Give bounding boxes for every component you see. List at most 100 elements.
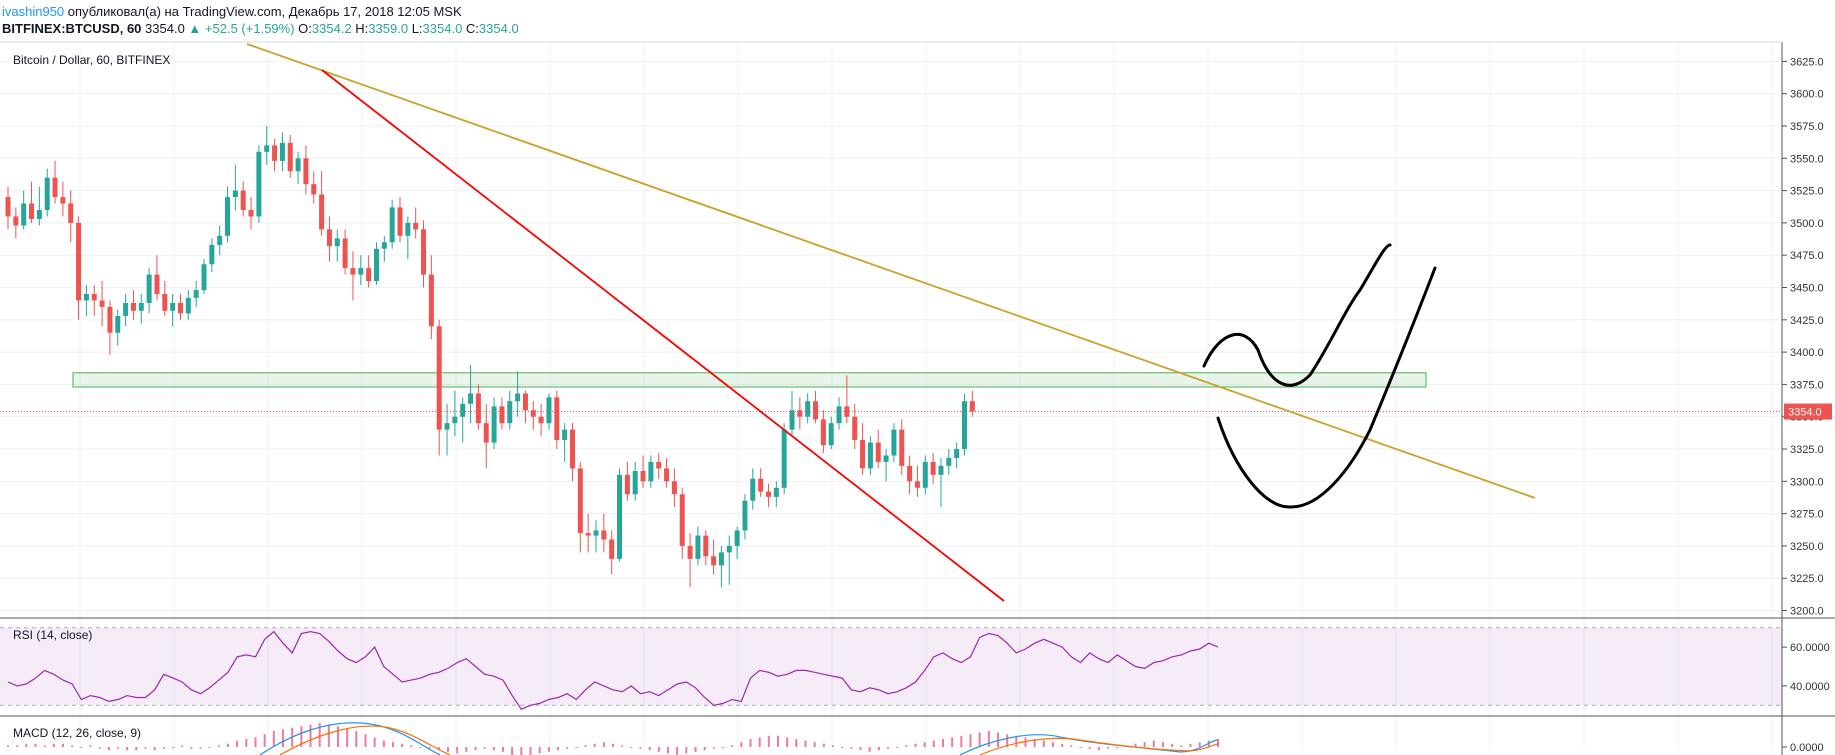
macd-histogram-bar [1033,739,1036,747]
macd-histogram-bar [318,723,321,747]
macd-histogram-bar [877,747,880,751]
candle-body [295,158,301,172]
candle [21,190,27,230]
candle [569,423,575,482]
candle [624,461,630,501]
candle-body [201,264,207,291]
candle-body [225,197,231,236]
macd-histogram-bar [382,740,385,747]
candles [0,125,1782,588]
candle [162,281,168,316]
macd-histogram-bar [621,745,624,747]
candle [389,199,395,249]
macd-tick-label: 0.0000 [1790,742,1824,754]
macd-histogram-bar [364,734,367,747]
candle [522,390,528,424]
candle [326,216,332,262]
candle [648,455,654,488]
macd-histogram-bar [126,747,129,751]
candle-body [452,416,458,424]
candle [279,132,285,172]
macd-histogram-bar [428,747,431,749]
price-tick-label: 3525.0 [1790,186,1824,198]
bullish-path-curve [1202,243,1392,387]
candle-body [123,303,129,316]
macd-histogram-bar [227,743,229,747]
candle-body [36,209,42,220]
last-price-badge [1784,403,1832,420]
candle [852,403,858,450]
candle [107,300,113,355]
macd-histogram-bar [538,747,541,754]
candle [922,455,928,495]
candle-body [138,303,144,311]
candle [813,390,819,424]
candle-body [938,465,944,475]
macd-histogram-bar [914,743,917,747]
candle [577,461,583,553]
macd-histogram-bar [355,731,358,747]
candle [718,545,724,588]
macd-histogram-bar [593,743,596,747]
candle [609,530,615,575]
price-axis[interactable]: 3625.0 3600.0 3575.0 3550.0 3525.0 3500.0 3475… [1782,56,1832,618]
macd-histogram-bar [987,731,990,747]
macd-histogram-bar [419,747,422,748]
candle-body [162,293,168,311]
candle-body [914,481,920,488]
candle [726,535,732,585]
high-label: H: [355,21,369,36]
candle-body [954,449,960,459]
macd-histogram-bar [263,734,266,747]
open-value: 3354.2 [311,21,352,36]
candle [773,481,779,508]
macd-histogram-bar [960,735,963,747]
candle [593,520,599,553]
macd-histogram-bar [16,745,19,747]
candle-body [695,535,701,559]
candle [530,401,536,430]
macd-histogram-bar [767,735,770,747]
candle-body [264,145,270,152]
author-link[interactable]: ivashin950 [2,4,65,19]
macd-histogram-bar [401,743,404,747]
candle-body [326,229,332,247]
candle [99,281,105,327]
macd-histogram-bar [529,747,532,755]
candle [177,293,183,320]
price-tick-label: 3300.0 [1790,476,1824,488]
macd-histogram-bar [887,747,889,749]
candle-body [99,300,105,307]
macd-histogram-bar [1088,747,1091,749]
candle-body [342,238,348,269]
macd-histogram-bar [1097,747,1100,751]
candle-body [797,410,803,417]
macd-histogram-bar [896,747,899,748]
macd-histogram-bar [712,747,715,749]
candle [781,423,787,495]
candle-body [499,406,505,424]
candle-body [217,235,223,245]
candle [83,284,89,316]
candle [91,284,97,316]
macd-histogram-bar [254,737,257,747]
candle-body [405,222,411,236]
macd-histogram-bar [905,745,908,747]
macd-histogram-bar [43,745,46,747]
low-label: L: [411,21,423,36]
candle-body [389,207,395,243]
macd-line [259,722,441,755]
pane-borders [0,41,1835,755]
macd-histogram-bar [71,745,74,747]
candle [421,220,427,288]
candle [146,268,152,314]
macd-histogram-bar [492,747,495,751]
candle [828,416,834,450]
candle-body [177,303,183,314]
candle-body [617,474,623,559]
candle-body [664,468,670,482]
candle [60,181,66,217]
trendlines[interactable] [246,43,1536,602]
candle [734,526,740,559]
